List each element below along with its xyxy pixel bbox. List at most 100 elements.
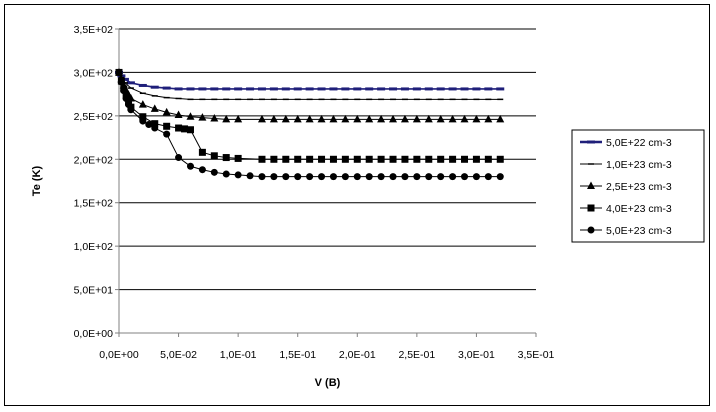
series-4-point <box>401 155 409 163</box>
series-5-point <box>449 173 457 181</box>
series-4-point <box>329 155 337 163</box>
series-3-point <box>436 114 445 123</box>
series-5-point <box>246 172 254 180</box>
y-tick-label: 1,0E+02 <box>74 241 114 253</box>
legend-label: 5,0E+22 cm-3 <box>606 137 672 149</box>
series-layer <box>115 67 505 181</box>
series-4-point <box>318 155 326 163</box>
series-5-point <box>401 173 409 181</box>
series-3-point <box>317 114 326 123</box>
series-3-point <box>257 114 266 123</box>
x-axis-title: V (B) <box>315 377 341 389</box>
legend-label: 1,0E+23 cm-3 <box>606 159 672 171</box>
series-3-point <box>186 112 195 120</box>
series-5-point <box>437 173 445 181</box>
grid-lines <box>119 28 536 291</box>
series-5-point <box>234 171 242 179</box>
series-4-point <box>484 155 492 163</box>
y-axis-title: Te (K) <box>31 165 43 196</box>
x-tick-label: 1,0E-01 <box>220 349 257 361</box>
series-5-point <box>461 173 469 181</box>
series-5-point <box>115 68 123 76</box>
series-5-point <box>353 173 361 181</box>
x-tick-label: 3,0E-01 <box>458 349 495 361</box>
series-3-point <box>341 114 350 123</box>
series-4-point <box>163 122 171 130</box>
x-tick-label: 2,0E-01 <box>339 349 376 361</box>
series-3-point <box>329 114 338 123</box>
series-4-point <box>175 124 183 132</box>
series-4-point <box>461 155 469 163</box>
legend-marker <box>587 226 595 234</box>
series-4-point <box>389 155 397 163</box>
series-5-point <box>175 154 183 162</box>
series-4-point <box>449 155 457 163</box>
series-4-point <box>472 155 480 163</box>
series-5-point <box>318 173 326 181</box>
series-5-point <box>117 78 125 86</box>
series-5-point <box>145 121 153 129</box>
legend-item: 5,0E+22 cm-3 <box>580 137 672 149</box>
series-5-point <box>306 173 314 181</box>
legend-label: 4,0E+23 cm-3 <box>606 203 672 215</box>
tick-labels: 0,0E+00 5,0E+01 1,0E+02 1,5E+02 2,0E+02 2,5E+… <box>74 24 555 361</box>
series-5-point <box>377 173 385 181</box>
series-5-point <box>472 173 480 181</box>
series-5-point <box>163 130 171 138</box>
x-tick-label: 0,0E+00 <box>99 349 139 361</box>
series-3-point <box>198 113 207 121</box>
series-3-point <box>269 114 278 123</box>
series-5-point <box>341 173 349 181</box>
series-5-point <box>186 162 194 170</box>
series-5-point <box>496 173 504 181</box>
y-tick-label: 0,0E+00 <box>74 328 114 340</box>
series-3-point <box>365 114 374 123</box>
series-5-point <box>365 173 373 181</box>
plot-area <box>119 29 536 333</box>
series-4-point <box>270 155 278 163</box>
series-4-point <box>413 155 421 163</box>
series-4-point <box>353 155 361 163</box>
legend-item: 5,0E+23 cm-3 <box>580 225 672 237</box>
series-4-point <box>425 155 433 163</box>
series-5-point <box>222 170 230 178</box>
series-3-point <box>496 114 505 123</box>
series-4-point <box>377 155 385 163</box>
x-tick-label: 5,0E-02 <box>160 349 197 361</box>
series-4-point <box>496 155 504 163</box>
series-4-point <box>210 152 218 160</box>
series-4-point <box>181 125 189 133</box>
legend-marker <box>587 181 595 189</box>
series-4-point <box>198 148 206 156</box>
series-3-point <box>162 107 171 116</box>
series-3-point <box>353 114 362 123</box>
series-5-point <box>329 173 337 181</box>
series-3-point <box>484 114 493 123</box>
y-tick-label: 2,5E+02 <box>74 111 114 123</box>
series-3-point <box>174 110 183 118</box>
series-4-point <box>151 120 159 128</box>
series-3-point <box>281 114 290 123</box>
series-5-point <box>198 166 206 174</box>
series-3-point <box>472 114 481 123</box>
series-5-point <box>425 173 433 181</box>
series-5 <box>115 68 504 181</box>
series-3-point <box>460 114 469 123</box>
series-5-point <box>125 101 133 109</box>
series-5-point <box>120 87 128 95</box>
series-2 <box>116 71 504 101</box>
series-5-point <box>151 124 159 132</box>
series-3-point <box>150 104 159 112</box>
series-5-point <box>389 173 397 181</box>
series-4-point <box>437 155 445 163</box>
series-3-point <box>138 100 147 108</box>
series-4-point <box>222 154 230 162</box>
x-tick-label: 3,5E-01 <box>518 349 555 361</box>
series-5-point <box>258 173 266 181</box>
series-5-point <box>294 173 302 181</box>
series-5-point <box>282 173 290 181</box>
y-tick-label: 3,0E+02 <box>74 67 114 79</box>
y-tick-label: 5,0E+01 <box>74 285 114 297</box>
legend-item: 2,5E+23 cm-3 <box>580 181 672 193</box>
